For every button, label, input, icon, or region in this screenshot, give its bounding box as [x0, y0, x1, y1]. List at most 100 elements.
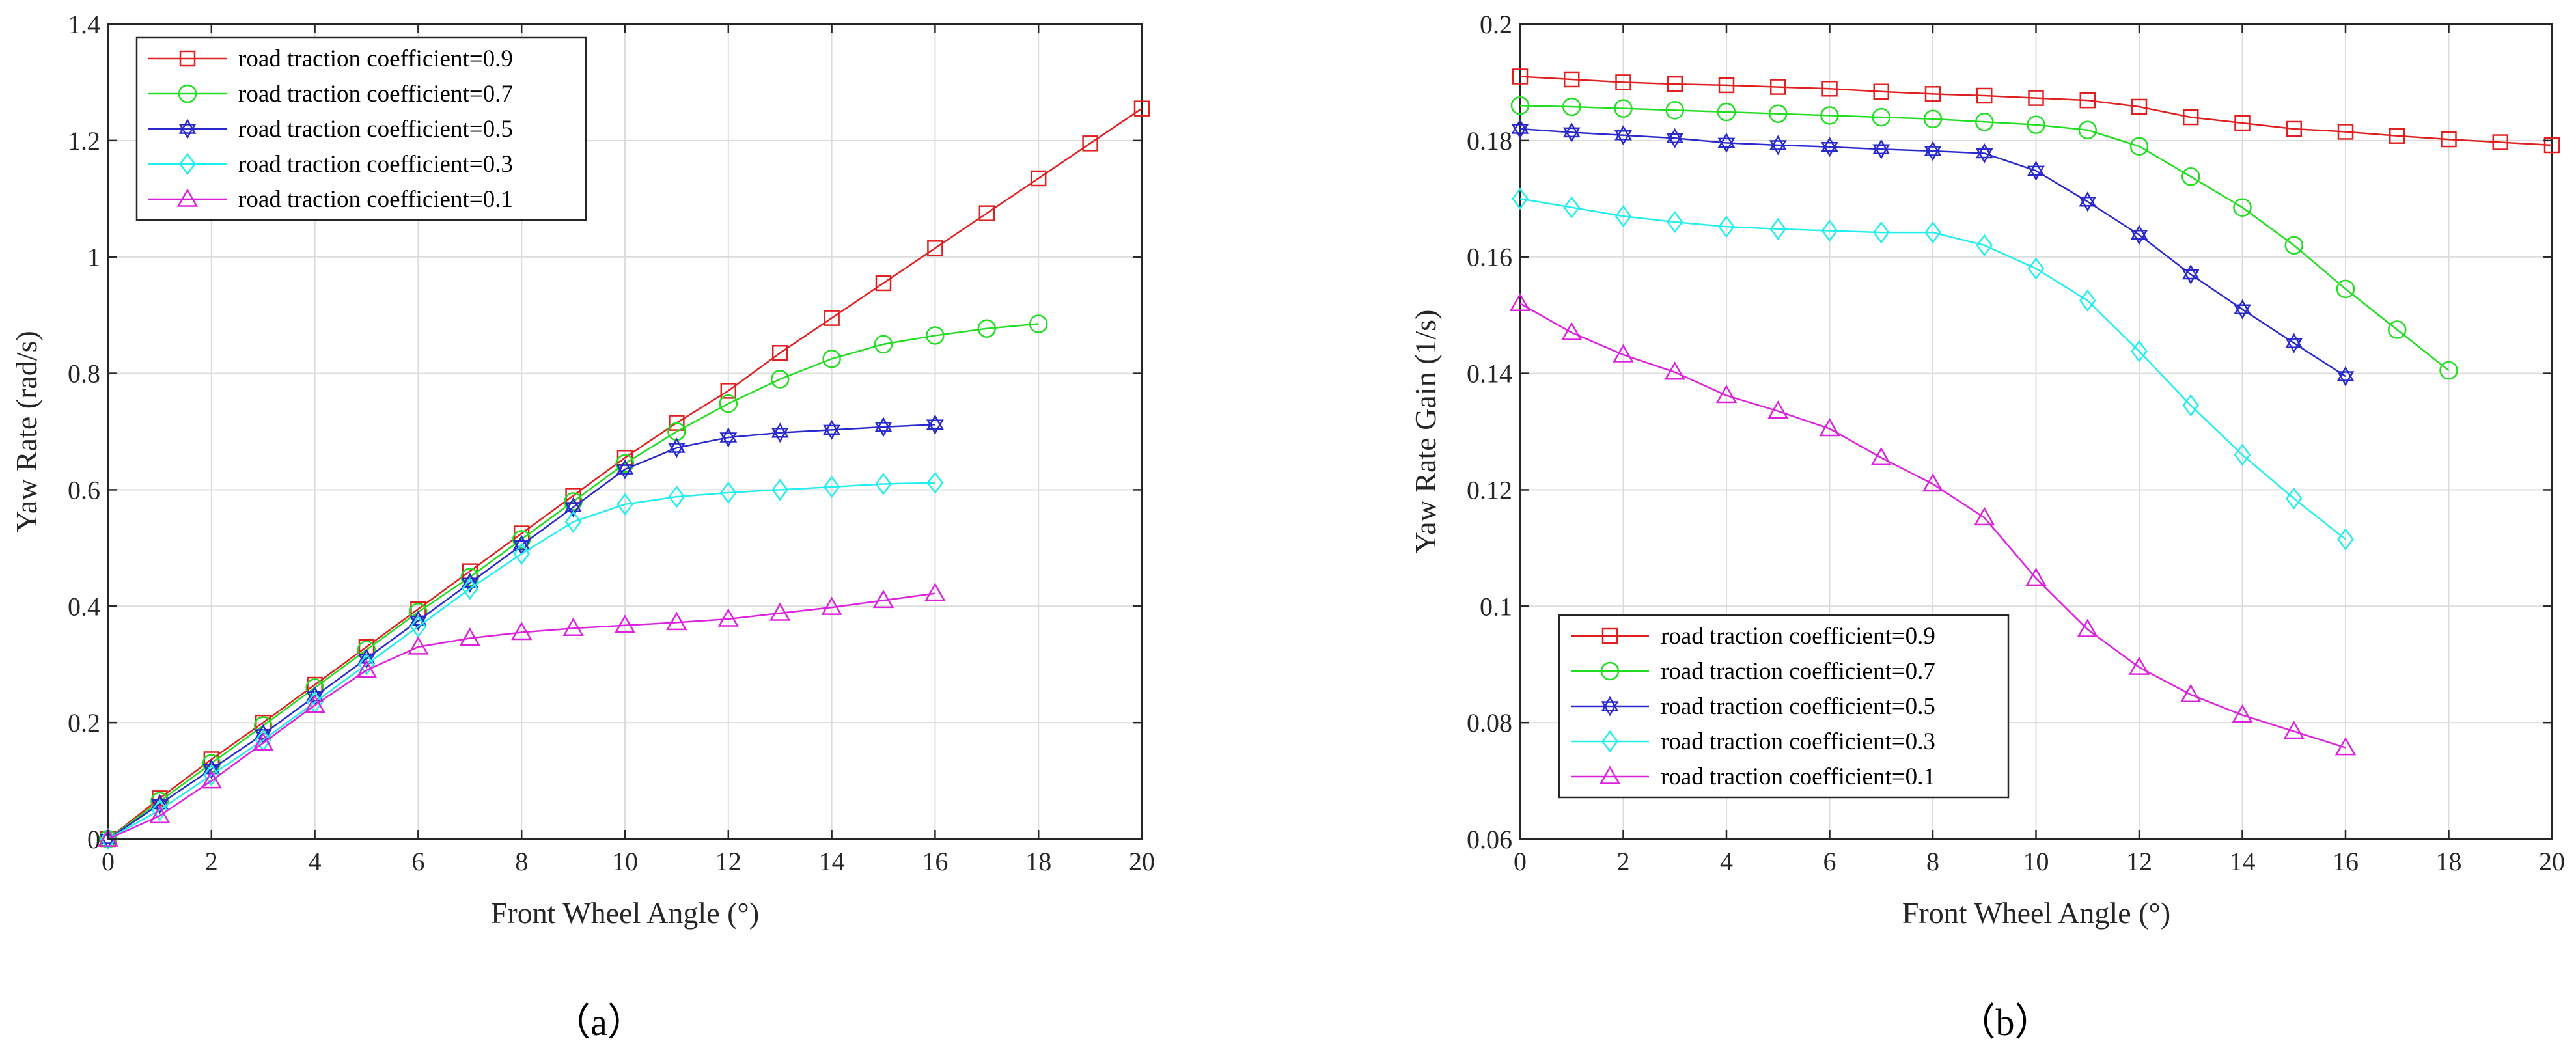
series-b-4 — [1509, 292, 2357, 756]
data-point-b-0-10 — [2028, 90, 2044, 106]
data-point-a-3-7 — [461, 577, 478, 600]
legend-b: road traction coefficient=0.9 road tracti… — [1558, 614, 2010, 799]
x-tick-label: 0 — [102, 847, 115, 876]
data-point-a-0-18 — [1030, 170, 1047, 187]
data-point-b-4-9 — [1974, 506, 1995, 526]
data-point-b-3-0 — [1512, 187, 1529, 210]
data-point-a-4-8 — [511, 622, 533, 641]
data-point-a-0-15 — [875, 275, 892, 292]
data-point-a-0-19 — [1082, 135, 1098, 152]
series-b-2 — [1511, 118, 2355, 387]
data-point-b-0-2 — [1615, 74, 1631, 90]
data-point-b-2-2 — [1614, 125, 1632, 146]
data-point-a-3-2 — [202, 764, 220, 786]
legend-label: road traction coefficient=0.3 — [238, 151, 513, 178]
data-point-b-4-2 — [1613, 344, 1634, 363]
series-group-a — [97, 100, 1150, 851]
legend-marker — [1599, 765, 1621, 784]
data-point-a-4-2 — [201, 770, 222, 789]
data-point-a-3-0 — [100, 827, 117, 851]
y-tick-label: 0.1 — [1480, 592, 1512, 621]
legend-item-b-1: road traction coefficient=0.7 — [1571, 658, 1935, 685]
data-point-b-3-5 — [1769, 217, 1787, 240]
legend-marker — [176, 188, 199, 207]
x-tick-label: 0 — [1514, 847, 1527, 876]
data-point-b-3-4 — [1718, 215, 1735, 238]
data-point-a-4-9 — [562, 617, 584, 637]
y-tick-label: 0.06 — [1467, 825, 1512, 854]
legend-label: road traction coefficient=0.5 — [1661, 693, 1935, 720]
x-tick-label: 8 — [515, 847, 528, 876]
series-line-b-3 — [1519, 198, 2346, 540]
legend-marker — [1601, 696, 1619, 717]
data-point-b-3-15 — [2285, 487, 2303, 510]
data-point-b-0-16 — [2337, 124, 2354, 140]
data-point-a-1-15 — [874, 335, 893, 354]
legend-label: road traction coefficient=0.3 — [1661, 728, 1935, 755]
data-point-b-1-9 — [1975, 112, 1994, 131]
legend-item-b-2: road traction coefficient=0.5 — [1571, 693, 1935, 720]
y-tick-label: 1.4 — [68, 10, 100, 39]
legend-label: road traction coefficient=0.9 — [238, 46, 513, 72]
y-tick-label: 0.08 — [1467, 708, 1512, 738]
data-point-b-2-6 — [1821, 137, 1838, 158]
y-tick-label: 0.18 — [1467, 126, 1512, 156]
data-point-b-4-10 — [2025, 567, 2047, 586]
series-line-b-1 — [1519, 104, 2450, 372]
data-point-b-4-14 — [2232, 704, 2253, 723]
data-point-b-4-13 — [2180, 683, 2202, 702]
x-tick-label: 2 — [205, 847, 218, 876]
data-point-b-1-15 — [2284, 236, 2303, 255]
data-point-a-4-5 — [355, 659, 378, 678]
legend-marker — [1601, 627, 1618, 644]
data-point-a-3-1 — [151, 799, 169, 821]
data-point-a-3-12 — [719, 481, 737, 504]
data-point-b-3-14 — [2234, 443, 2251, 466]
x-axis-label-b: Front Wheel Angle (°) — [1902, 896, 2170, 930]
y-axis-label-b: Yaw Rate Gain (1/s) — [1409, 310, 1442, 554]
data-point-b-0-4 — [1718, 77, 1735, 94]
data-point-b-2-8 — [1924, 141, 1942, 161]
data-point-a-0-16 — [927, 240, 943, 256]
y-tick-label: 0 — [87, 825, 100, 854]
caption-a: （a） — [553, 1001, 645, 1043]
y-tick-label: 0.2 — [68, 708, 100, 738]
data-point-b-3-13 — [2182, 394, 2200, 417]
data-point-b-4-1 — [1561, 322, 1583, 340]
x-tick-label: 8 — [1926, 847, 1939, 876]
data-point-a-4-0 — [97, 828, 119, 847]
series-a-3 — [100, 471, 944, 851]
series-line-a-1 — [107, 323, 1039, 840]
data-point-b-2-3 — [1666, 128, 1684, 148]
legend-marker — [179, 50, 196, 67]
legend-item-a-2: road traction coefficient=0.5 — [148, 116, 513, 143]
data-point-b-1-14 — [2233, 198, 2252, 217]
data-point-b-1-16 — [2336, 279, 2355, 299]
data-point-b-3-12 — [2131, 340, 2148, 363]
data-point-a-4-14 — [821, 596, 842, 615]
series-group-b — [1509, 68, 2560, 756]
data-point-b-3-8 — [1924, 221, 1941, 244]
data-point-a-3-14 — [823, 475, 840, 499]
data-point-b-0-9 — [1976, 87, 1993, 104]
x-tick-label: 2 — [1617, 847, 1630, 876]
y-tick-label: 0.16 — [1467, 243, 1512, 272]
data-point-a-2-16 — [926, 414, 944, 435]
data-point-b-1-2 — [1614, 99, 1633, 118]
data-point-a-4-13 — [769, 602, 791, 621]
data-point-b-1-4 — [1717, 102, 1736, 122]
chart-panel-a: 0 2 4 6 8 10 12 14 16 18 20 0 0.2 0.4 0.6 0.8 1 1.2 1.4 F… — [10, 10, 1155, 1043]
y-tick-label: 0.6 — [68, 475, 100, 504]
data-point-b-3-3 — [1666, 210, 1683, 234]
data-point-a-4-10 — [614, 614, 636, 633]
data-point-a-1-14 — [822, 349, 841, 368]
data-point-b-1-10 — [2027, 115, 2045, 134]
data-point-b-4-7 — [1870, 447, 1892, 465]
data-point-b-0-3 — [1667, 76, 1683, 92]
series-line-a-3 — [107, 482, 935, 840]
data-point-b-2-10 — [2027, 160, 2045, 181]
data-point-b-1-13 — [2181, 167, 2200, 186]
data-point-a-3-16 — [926, 471, 944, 494]
y-tick-label: 0.14 — [1467, 359, 1512, 389]
legend-item-b-4: road traction coefficient=0.1 — [1571, 764, 1935, 790]
